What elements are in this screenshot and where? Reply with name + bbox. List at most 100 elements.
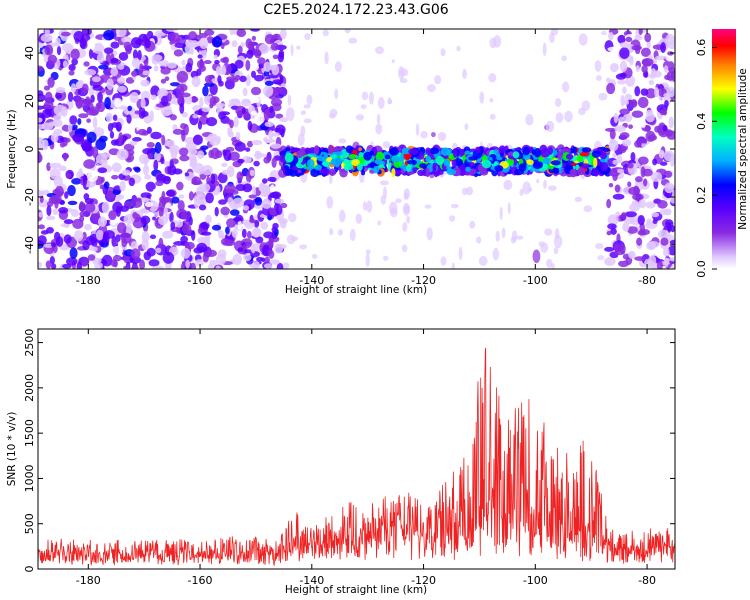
heatmap-cell xyxy=(215,254,227,266)
heatmap-cell xyxy=(178,147,189,157)
heatmap-cell xyxy=(652,218,658,225)
heatmap-cell xyxy=(234,59,244,69)
heatmap-cell xyxy=(151,54,163,62)
heatmap-cell xyxy=(84,223,92,231)
heatmap-cell xyxy=(332,146,340,152)
heatmap-cell xyxy=(488,73,497,83)
heatmap-cell xyxy=(609,62,619,73)
heatmap-cell xyxy=(657,200,668,209)
heatmap-cell xyxy=(399,78,408,84)
heatmap-cell xyxy=(377,96,385,109)
heatmap-cell xyxy=(303,104,311,109)
heatmap-cell xyxy=(60,223,70,228)
heatmap-cell xyxy=(375,151,385,161)
heatmap-cell xyxy=(253,228,261,238)
heatmap-cell xyxy=(132,211,138,219)
heatmap-cell xyxy=(361,170,366,176)
heatmap-cell xyxy=(111,245,124,256)
heatmap-cell xyxy=(526,159,534,166)
heatmap-cell xyxy=(147,153,154,160)
heatmap-cell xyxy=(86,171,98,183)
heatmap-cell xyxy=(451,262,456,269)
heatmap-cell xyxy=(130,248,141,260)
heatmap-cell xyxy=(250,86,262,96)
heatmap-cell xyxy=(662,124,668,132)
heatmap-cell xyxy=(669,239,675,246)
heatmap-cell xyxy=(229,209,240,216)
heatmap-cell xyxy=(62,60,68,68)
heatmap-cell xyxy=(177,200,185,212)
heatmap-cell xyxy=(503,179,513,191)
heatmap-cell xyxy=(67,200,78,206)
heatmap-cell xyxy=(619,72,627,78)
heatmap-cell xyxy=(443,158,449,167)
heatmap-panel: -180 -160 -140 -120 -100 -80 -40 -20 0 20 40 Heig… xyxy=(6,28,676,296)
heatmap-cell xyxy=(205,192,214,204)
heatmap-cell xyxy=(545,120,555,133)
heatmap-cell xyxy=(614,184,621,193)
heatmap-cell xyxy=(217,229,224,239)
heatmap-cell xyxy=(510,236,516,244)
heatmap-cell xyxy=(619,47,630,59)
heatmap-cell xyxy=(163,206,168,216)
heatmap-cell xyxy=(75,97,83,109)
heatmap-cell xyxy=(548,185,557,191)
heatmap-cell xyxy=(665,53,675,62)
heatmap-cell xyxy=(183,123,189,136)
heatmap-cell xyxy=(253,96,260,103)
heatmap-cell xyxy=(197,150,205,159)
heatmap-cell xyxy=(427,84,436,93)
heatmap-cell xyxy=(137,49,142,61)
heatmap-cell xyxy=(604,127,617,132)
heatmap-cell xyxy=(333,157,343,166)
heatmap-cell xyxy=(406,215,411,224)
heatmap-cell xyxy=(578,107,586,116)
heatmap-cell xyxy=(292,165,298,171)
heatmap-cell xyxy=(622,86,627,94)
heatmap-cell xyxy=(55,236,64,247)
heatmap-cell xyxy=(664,257,670,263)
heatmap-cell xyxy=(67,184,76,197)
heatmap-cell xyxy=(68,64,76,71)
heatmap-cell xyxy=(111,174,119,180)
heatmap-cell xyxy=(537,161,543,168)
heatmap-cell xyxy=(165,190,176,197)
heatmap-cell xyxy=(280,202,288,209)
heatmap-cell xyxy=(140,208,148,214)
heatmap-cell xyxy=(329,173,333,185)
heatmap-cell xyxy=(110,67,119,77)
heatmap-cell xyxy=(87,254,96,261)
heatmap-cell xyxy=(279,117,288,123)
heatmap-cell xyxy=(432,162,437,172)
heatmap-cell xyxy=(476,236,482,244)
heatmap-cell xyxy=(518,163,527,172)
heatmap-cell xyxy=(261,185,271,197)
colorbar-ticks: 0.0 0.2 0.4 0.6 xyxy=(695,39,717,278)
heatmap-cell xyxy=(84,202,96,213)
heatmap-cell xyxy=(372,165,380,174)
heatmap-cell xyxy=(181,111,188,118)
heatmap-cell xyxy=(206,249,217,257)
heatmap-cell xyxy=(495,230,500,242)
heatmap-cell xyxy=(214,206,219,217)
heatmap-cell xyxy=(669,196,675,204)
heatmap-cell xyxy=(218,199,227,205)
heatmap-cell xyxy=(608,139,619,152)
heatmap-cell xyxy=(451,158,458,168)
heatmap-cell xyxy=(171,196,180,204)
heatmap-cell xyxy=(64,191,69,199)
heatmap-cell xyxy=(450,203,459,209)
heatmap-cell xyxy=(275,124,286,136)
heatmap-cell xyxy=(632,193,644,201)
heatmap-cell xyxy=(227,197,234,206)
heatmap-cell xyxy=(533,147,542,158)
heatmap-cell xyxy=(242,87,248,97)
heatmap-cell xyxy=(199,37,209,50)
heatmap-cell xyxy=(152,216,157,221)
heatmap-cell xyxy=(440,48,446,57)
heatmap-cell xyxy=(384,154,391,160)
heatmap-cell xyxy=(69,247,78,260)
heatmap-cell xyxy=(657,229,670,239)
heatmap-cell xyxy=(130,37,142,49)
heatmap-cell xyxy=(553,167,560,175)
